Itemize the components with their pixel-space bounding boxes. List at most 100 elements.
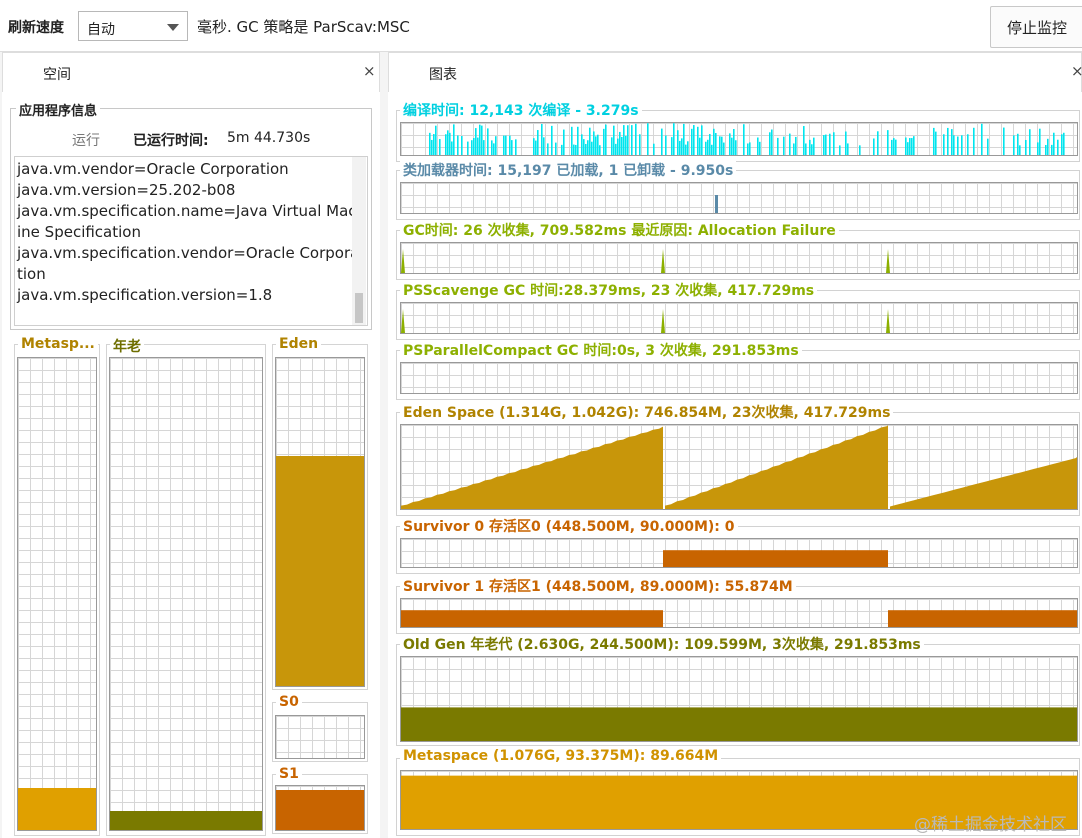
compile-time-bar	[829, 133, 831, 155]
survivor1-title: Survivor 1 存活区1 (448.500M, 89.000M): 55.…	[400, 576, 796, 596]
compile-time-bar	[1025, 140, 1027, 155]
compile-time-bar	[709, 133, 711, 155]
compile-time-bar	[647, 123, 649, 155]
tab-charts[interactable]: 图表 ×	[388, 52, 1082, 92]
compile-time-bar	[747, 143, 749, 155]
compile-time-bar	[729, 133, 731, 155]
compile-time-bar	[597, 134, 599, 155]
compile-time-bar	[705, 141, 707, 155]
old-gen-box	[106, 344, 266, 836]
compile-time-bar	[805, 143, 807, 155]
compile-time-bar	[613, 125, 615, 155]
stop-monitoring-button[interactable]: 停止监控	[990, 6, 1082, 48]
compile-time-bar	[839, 145, 841, 155]
compile-time-bar	[1017, 133, 1019, 155]
compile-time-bar	[543, 137, 545, 155]
compile-time-bar	[447, 130, 449, 155]
compile-time-bar	[1013, 135, 1015, 155]
metaspace-fill	[18, 787, 96, 830]
gc-time-title: GC时间: 26 次收集, 709.582ms 最近原因: Allocation…	[400, 220, 839, 240]
old-gen-label: 年老	[110, 336, 144, 356]
compile-time-bar	[585, 143, 587, 155]
metaspace-plot	[400, 770, 1078, 830]
compile-time-bar	[893, 138, 895, 155]
compile-time-plot	[400, 122, 1078, 156]
metaspace-label: Metasp...	[18, 336, 98, 352]
survivor0-chart: Survivor 0 存活区0 (448.500M, 90.000M): 0	[396, 516, 1080, 574]
compile-time-bar	[635, 123, 637, 155]
uptime-label: 已运行时间:	[133, 133, 209, 149]
compile-time-bar	[1039, 128, 1041, 155]
compile-time-bar	[621, 136, 623, 155]
compile-time-bar	[483, 140, 485, 155]
compile-time-bar	[873, 138, 875, 155]
compile-time-bar	[913, 136, 915, 155]
compile-time-bar	[895, 139, 897, 155]
compile-time-title: 编译时间: 12,143 次编译 - 3.279s	[400, 100, 642, 120]
s1-fill	[276, 790, 364, 830]
tab-charts-label: 图表	[429, 67, 457, 83]
close-icon[interactable]: ×	[363, 62, 376, 80]
eden-space-chart: Eden Space (1.314G, 1.042G): 746.854M, 2…	[396, 402, 1080, 516]
compile-time-bar	[473, 137, 475, 155]
refresh-rate-select[interactable]: 自动	[78, 11, 188, 41]
compile-time-bar	[847, 143, 849, 155]
psscavenge-spike	[401, 309, 405, 333]
eden-space-area	[401, 426, 663, 509]
compile-time-bar	[833, 132, 835, 155]
compile-time-bar	[803, 126, 805, 155]
compile-time-bar	[477, 137, 479, 155]
compile-time-bar	[905, 137, 907, 155]
compile-time-bar	[431, 139, 433, 155]
compile-time-bar	[619, 131, 621, 155]
compile-time-bar	[957, 136, 959, 155]
compile-time-bar	[561, 144, 563, 155]
compile-time-bar	[563, 129, 565, 155]
eden-space-area	[890, 456, 1077, 509]
compile-time-bar	[435, 125, 437, 155]
compile-time-bar	[733, 128, 735, 155]
old-gen-chart: Old Gen 年老代 (2.630G, 244.500M): 109.599M…	[396, 634, 1080, 746]
gc-time-spike	[401, 249, 405, 273]
s1-label: S1	[276, 766, 302, 782]
compile-time-bar	[693, 125, 695, 155]
close-icon[interactable]: ×	[1071, 62, 1082, 80]
tab-space[interactable]: 空间 ×	[2, 52, 380, 92]
compile-time-bar	[599, 145, 601, 155]
compile-time-bar	[591, 141, 593, 155]
property-line: java.vm.specification.version=1.8	[17, 286, 273, 304]
compile-time-bar	[1053, 132, 1055, 155]
compile-time-bar	[623, 125, 625, 155]
old-gen-gauge	[109, 357, 263, 831]
s1-box	[272, 774, 368, 834]
system-properties-textarea[interactable]: java.vm.vendor=Oracle Corporation java.v…	[14, 156, 368, 326]
compile-time-bar	[625, 135, 627, 155]
compile-time-bar	[429, 132, 431, 155]
uptime-value: 5m 44.730s	[227, 130, 311, 146]
compile-time-bar	[681, 138, 683, 155]
vertical-scrollbar[interactable]	[352, 157, 366, 325]
compile-time-bar	[537, 130, 539, 155]
eden-space-plot	[400, 424, 1078, 510]
psparallelcompact-chart: PSParallelCompact GC 时间:0s, 3 次收集, 291.8…	[396, 340, 1080, 400]
compile-time-bar	[617, 138, 619, 155]
compile-time-bar	[721, 136, 723, 155]
compile-time-bar	[535, 140, 537, 155]
compile-time-bar	[973, 127, 975, 155]
compile-time-bar	[701, 125, 703, 155]
compile-time-bar	[661, 128, 663, 155]
status-text: 运行	[72, 133, 100, 149]
metaspace-box	[14, 344, 100, 836]
compile-time-bar	[951, 129, 953, 155]
compile-time-bar	[715, 133, 717, 155]
property-line: java.vm.specification.name=Java Virtual …	[17, 202, 367, 220]
compile-time-bar	[481, 125, 483, 155]
compile-time-bar	[509, 135, 511, 155]
property-line: ine Specification	[17, 223, 141, 241]
compile-time-bar	[615, 143, 617, 155]
compile-time-bar	[461, 136, 463, 155]
scrollbar-thumb[interactable]	[355, 293, 363, 323]
survivor1-bar	[888, 610, 1077, 627]
compile-time-bar	[491, 140, 493, 155]
compile-time-bar	[439, 139, 441, 155]
